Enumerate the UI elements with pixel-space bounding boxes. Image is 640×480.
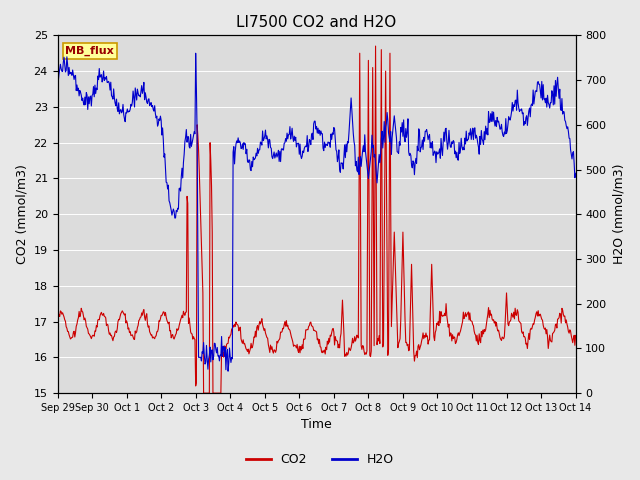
Y-axis label: H2O (mmol/m3): H2O (mmol/m3) [612,164,625,264]
Title: LI7500 CO2 and H2O: LI7500 CO2 and H2O [236,15,397,30]
Text: MB_flux: MB_flux [65,46,114,56]
X-axis label: Time: Time [301,419,332,432]
Y-axis label: CO2 (mmol/m3): CO2 (mmol/m3) [15,164,28,264]
Legend: CO2, H2O: CO2, H2O [241,448,399,471]
